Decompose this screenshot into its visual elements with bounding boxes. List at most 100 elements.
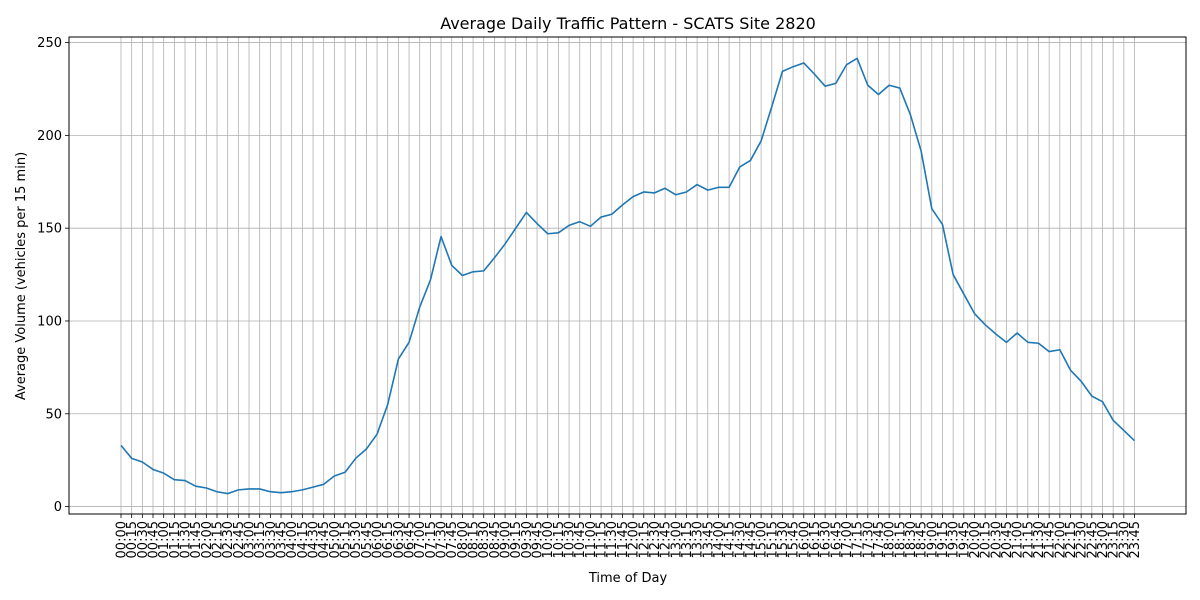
x-tick-label: 11:45 (616, 521, 631, 558)
x-tick-label: 08:45 (488, 521, 503, 558)
x-tick-label: 04:30 (307, 521, 322, 558)
x-tick-label: 19:00 (925, 521, 940, 558)
x-tick-label: 07:30 (435, 521, 450, 558)
x-tick-label: 03:00 (243, 521, 258, 558)
x-tick-label: 17:15 (851, 521, 866, 558)
x-tick-label: 00:30 (136, 521, 151, 558)
series-line (120, 57, 1136, 495)
x-tick-label: 12:45 (659, 521, 674, 558)
x-tick-label: 11:15 (595, 521, 610, 558)
x-tick-label: 15:30 (776, 521, 791, 558)
x-tick-label: 10:00 (541, 521, 556, 558)
x-tick-label: 00:45 (147, 521, 162, 558)
x-tick-label: 21:45 (1043, 521, 1058, 558)
x-tick-label: 03:30 (264, 521, 279, 558)
x-axis-label: Time of Day (588, 571, 668, 586)
x-tick-label: 21:30 (1032, 521, 1047, 558)
x-tick-label: 01:30 (179, 521, 194, 558)
x-tick-label: 00:00 (115, 521, 130, 558)
x-tick-label: 20:30 (989, 521, 1004, 558)
x-tick-label: 12:15 (637, 521, 652, 558)
x-tick-label: 15:15 (765, 521, 780, 558)
x-tick-label: 11:00 (584, 521, 599, 558)
x-tick-label: 17:30 (861, 521, 876, 558)
x-tick-label: 01:15 (168, 521, 183, 558)
x-tick-label: 06:45 (403, 521, 418, 558)
x-tick-label: 05:15 (339, 521, 354, 558)
x-tick-label: 22:00 (1053, 521, 1068, 558)
x-tick-label: 16:15 (808, 521, 823, 558)
x-tick-label: 02:15 (211, 521, 226, 558)
x-tick-label: 17:45 (872, 521, 887, 558)
x-tick-label: 15:45 (787, 521, 802, 558)
x-tick-label: 08:00 (456, 521, 471, 558)
x-tick-label: 05:45 (360, 521, 375, 558)
x-tick-label: 11:30 (605, 521, 620, 558)
x-tick-label: 07:00 (413, 521, 428, 558)
x-tick-label: 10:15 (552, 521, 567, 558)
x-tick-label: 15:00 (755, 521, 770, 558)
x-tick-label: 14:30 (733, 521, 748, 558)
y-tick-label: 50 (45, 407, 62, 422)
x-tick-label: 22:15 (1064, 521, 1079, 558)
x-tick-label: 08:15 (467, 521, 482, 558)
x-tick-label: 04:45 (317, 521, 332, 558)
y-tick-label: 0 (54, 500, 62, 515)
x-tick-label: 13:00 (669, 521, 684, 558)
x-tick-label: 13:15 (680, 521, 695, 558)
x-tick-label: 20:00 (968, 521, 983, 558)
x-tick-label: 07:45 (445, 521, 460, 558)
x-tick-label: 16:45 (829, 521, 844, 558)
x-tick-label: 18:15 (893, 521, 908, 558)
x-tick-label: 05:00 (328, 521, 343, 558)
x-tick-label: 10:45 (573, 521, 588, 558)
x-tick-label: 22:45 (1085, 521, 1100, 558)
x-tick-label: 10:30 (563, 521, 578, 558)
x-tick-label: 13:45 (701, 521, 716, 558)
x-tick-label: 18:00 (883, 521, 898, 558)
y-tick-label: 150 (37, 222, 62, 237)
x-tick-label: 06:15 (381, 521, 396, 558)
x-tick-label: 02:00 (200, 521, 215, 558)
x-tick-label: 21:00 (1011, 521, 1026, 558)
x-tick-label: 21:15 (1021, 521, 1036, 558)
x-tick-label: 03:15 (253, 521, 268, 558)
x-tick-label: 14:00 (712, 521, 727, 558)
x-tick-label: 19:15 (936, 521, 951, 558)
x-tick-label: 16:30 (819, 521, 834, 558)
x-tick-label: 03:45 (275, 521, 290, 558)
x-tick-label: 07:15 (424, 521, 439, 558)
y-tick-label: 250 (37, 36, 62, 51)
x-tick-label: 23:00 (1096, 521, 1111, 558)
x-tick-label: 23:30 (1117, 521, 1132, 558)
x-tick-label: 04:15 (296, 521, 311, 558)
x-tick-label: 18:45 (915, 521, 930, 558)
x-tick-label: 00:15 (125, 521, 140, 558)
x-tick-label: 06:00 (371, 521, 386, 558)
x-tick-label: 09:15 (509, 521, 524, 558)
grid (69, 37, 1186, 514)
x-tick-label: 17:00 (840, 521, 855, 558)
x-tick-label: 16:00 (797, 521, 812, 558)
x-tick-label: 19:30 (947, 521, 962, 558)
y-axis-label: Average Volume (vehicles per 15 min) (14, 152, 29, 400)
x-tick-label: 23:45 (1128, 521, 1143, 558)
x-tick-label: 05:30 (349, 521, 364, 558)
x-tick-label: 18:30 (904, 521, 919, 558)
x-tick-label: 12:30 (648, 521, 663, 558)
y-axis: 0 50 100 150 200 250 (37, 36, 69, 515)
x-tick-label: 09:30 (520, 521, 535, 558)
x-tick-label: 23:15 (1107, 521, 1122, 558)
x-tick-label: 14:45 (744, 521, 759, 558)
x-tick-label: 09:00 (499, 521, 514, 558)
plot-frame (68, 36, 1187, 515)
x-tick-label: 19:45 (957, 521, 972, 558)
x-tick-label: 01:45 (189, 521, 204, 558)
x-tick-label: 12:00 (627, 521, 642, 558)
x-axis: 00:0000:1500:3000:4501:0001:1501:3001:45… (115, 514, 1143, 558)
chart-title: Average Daily Traffic Pattern - SCATS Si… (440, 14, 816, 33)
x-tick-label: 14:15 (723, 521, 738, 558)
x-tick-label: 13:30 (691, 521, 706, 558)
y-tick-label: 200 (37, 129, 62, 144)
